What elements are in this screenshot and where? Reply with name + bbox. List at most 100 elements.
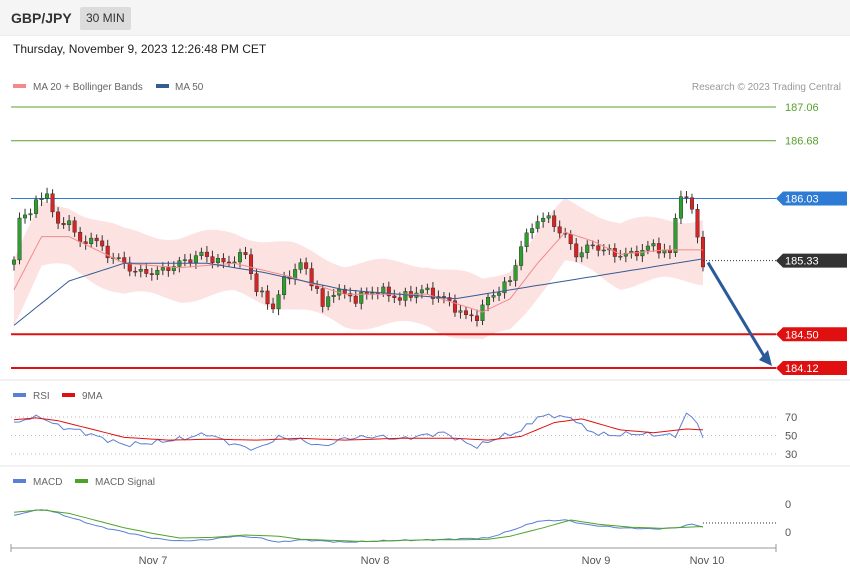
- candle-body: [254, 273, 259, 292]
- candle-body: [182, 259, 187, 261]
- candle-body: [72, 220, 77, 233]
- current-price-tag: [776, 253, 847, 268]
- bollinger-band: [14, 197, 703, 340]
- candle-body: [386, 286, 391, 297]
- candle: [623, 247, 628, 263]
- candle-body: [133, 270, 138, 273]
- candle-body: [221, 258, 226, 263]
- candle: [695, 204, 700, 244]
- candle-body: [265, 290, 270, 305]
- candle-body: [116, 257, 121, 259]
- candle-body: [320, 288, 325, 307]
- level-tag-2: [776, 191, 847, 206]
- candle-body: [701, 236, 706, 268]
- candle: [298, 258, 303, 274]
- candle-body: [502, 281, 507, 294]
- candle: [105, 239, 110, 264]
- candle-body: [574, 243, 579, 258]
- candle: [392, 289, 397, 304]
- candle-body: [419, 289, 424, 294]
- candle-body: [656, 243, 661, 254]
- candle-body: [475, 315, 480, 321]
- legend-swatch-ma50: [156, 84, 169, 88]
- macd-tick-upper: 0: [785, 499, 791, 511]
- candle: [497, 286, 502, 302]
- level-label-2: 186.03: [785, 193, 819, 205]
- level-label-1: 186.68: [785, 136, 819, 148]
- candle: [265, 285, 270, 310]
- candle-body: [171, 266, 176, 271]
- level-label-0: 187.06: [785, 102, 819, 114]
- candle: [260, 286, 265, 298]
- candle: [11, 256, 16, 271]
- candle: [701, 230, 706, 272]
- candle: [596, 239, 601, 257]
- level-tag-3: [776, 327, 847, 342]
- x-tick-label-0: Nov 7: [139, 555, 168, 567]
- candle-body: [678, 196, 683, 219]
- x-tick-label-2: Nov 9: [582, 555, 611, 567]
- candle-body: [78, 231, 83, 242]
- candle-body: [430, 287, 435, 299]
- watermark: Research © 2023 Trading Central: [692, 82, 841, 93]
- timeframe-button[interactable]: 30 MIN: [80, 7, 131, 30]
- candle: [535, 215, 540, 233]
- rsi-tick-30: 30: [785, 449, 797, 461]
- candle-body: [155, 269, 160, 275]
- candle-body: [623, 253, 628, 257]
- candle-body: [50, 193, 55, 213]
- candle: [590, 240, 595, 250]
- candle-body: [359, 291, 364, 304]
- candle: [546, 212, 551, 223]
- candle-body: [249, 254, 254, 274]
- candle: [519, 240, 524, 271]
- candle: [34, 195, 39, 218]
- candle: [430, 282, 435, 305]
- candle-body: [541, 217, 546, 222]
- candle-body: [199, 251, 204, 256]
- candle-body: [530, 228, 535, 234]
- candle-body: [226, 261, 231, 264]
- candle: [541, 212, 546, 228]
- candle-body: [138, 268, 143, 272]
- candle-body: [28, 213, 33, 216]
- candle: [160, 262, 165, 276]
- rsi-ma-line: [13, 417, 704, 441]
- candle: [684, 191, 689, 204]
- header-bar: GBP/JPY 30 MIN: [0, 0, 850, 36]
- candle-body: [513, 265, 518, 281]
- candle-body: [83, 241, 88, 245]
- candle-body: [596, 245, 601, 251]
- candle: [276, 290, 281, 316]
- candle-body: [149, 273, 154, 275]
- candle-body: [144, 268, 149, 274]
- candle-body: [519, 246, 524, 266]
- candle-body: [552, 215, 557, 227]
- candle-body: [590, 244, 595, 247]
- candle: [557, 220, 562, 240]
- candle-body: [188, 259, 193, 263]
- candle: [72, 216, 77, 237]
- price-panel: 187.06 186.68 186.03 184.50 184.12 185.33: [11, 102, 847, 375]
- candle: [89, 232, 94, 248]
- forecast-arrow-shaft: [706, 261, 769, 362]
- candle: [656, 237, 661, 259]
- candle-body: [447, 297, 452, 301]
- candle-body: [204, 251, 209, 257]
- candle-body: [689, 197, 694, 210]
- candle-body: [215, 258, 220, 263]
- candle: [508, 276, 513, 286]
- candle-body: [45, 193, 50, 199]
- candle-body: [651, 243, 656, 247]
- candle: [524, 228, 529, 253]
- legend-swatch-macd: [13, 479, 26, 483]
- candle: [486, 293, 491, 312]
- candle-body: [469, 314, 474, 317]
- current-price-label: 185.33: [785, 256, 819, 268]
- candle-body: [486, 297, 491, 306]
- candle: [502, 277, 507, 299]
- legend-label-macd: MACD: [33, 477, 62, 488]
- candle-body: [309, 268, 314, 287]
- candle: [618, 249, 623, 261]
